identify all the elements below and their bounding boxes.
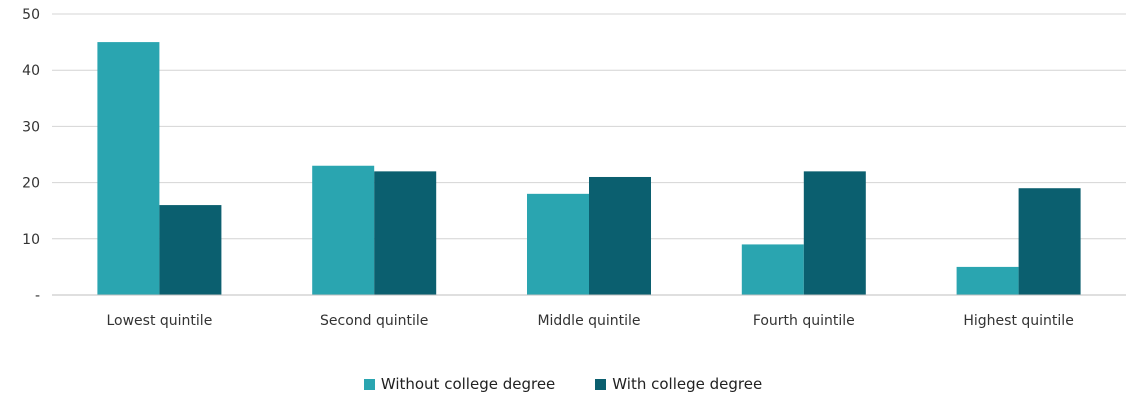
legend: Without college degree With college degr… [0, 375, 1126, 393]
y-tick-label: 20 [22, 176, 40, 192]
x-tick-label: Fourth quintile [753, 313, 855, 329]
bar-with-degree [589, 176, 651, 295]
legend-label-without-degree: Without college degree [380, 375, 556, 393]
legend-swatch-with-degree [595, 378, 607, 390]
x-tick-label: Highest quintile [963, 313, 1073, 329]
y-tick-label: 40 [22, 63, 40, 79]
x-tick-label: Second quintile [320, 313, 428, 329]
legend-swatch-without-degree [363, 378, 375, 390]
legend-item-with-degree: With college degree [595, 375, 762, 393]
x-tick-label: Middle quintile [537, 313, 640, 329]
y-tick-label: 30 [22, 119, 40, 135]
bar-chart: - 10 20 30 40 50 Lowest quintile Second quinti… [22, 7, 1126, 329]
x-axis-tick-labels: Lowest quintile Second quintile Middle qui… [106, 313, 1073, 329]
legend-label-with-degree: With college degree [612, 375, 763, 393]
bar-without-degree [741, 244, 804, 295]
bar-without-degree [97, 42, 160, 295]
bar-with-degree [159, 205, 222, 295]
bar-with-degree [803, 171, 866, 295]
y-tick-label: 10 [22, 232, 40, 248]
bar-with-degree [1018, 188, 1081, 295]
bar-without-degree [312, 165, 375, 295]
x-tick-label: Lowest quintile [106, 313, 212, 329]
y-axis-tick-labels: - 10 20 30 40 50 [22, 7, 40, 304]
y-tick-label: - [35, 288, 40, 304]
legend-item-without-degree: Without college degree [363, 375, 556, 393]
gridlines [52, 13, 1126, 240]
y-tick-label: 50 [22, 7, 40, 23]
bars [97, 42, 1081, 295]
bar-with-degree [374, 171, 437, 295]
bar-without-degree [527, 193, 589, 295]
bar-without-degree [956, 266, 1019, 295]
